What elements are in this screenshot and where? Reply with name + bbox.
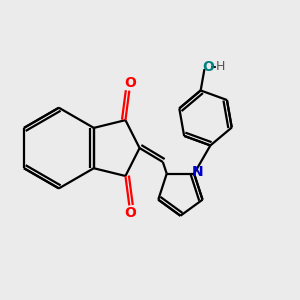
- Text: O: O: [202, 60, 214, 74]
- Text: O: O: [124, 76, 136, 90]
- Text: N: N: [191, 165, 203, 179]
- Text: O: O: [124, 206, 136, 220]
- Text: H: H: [216, 60, 225, 73]
